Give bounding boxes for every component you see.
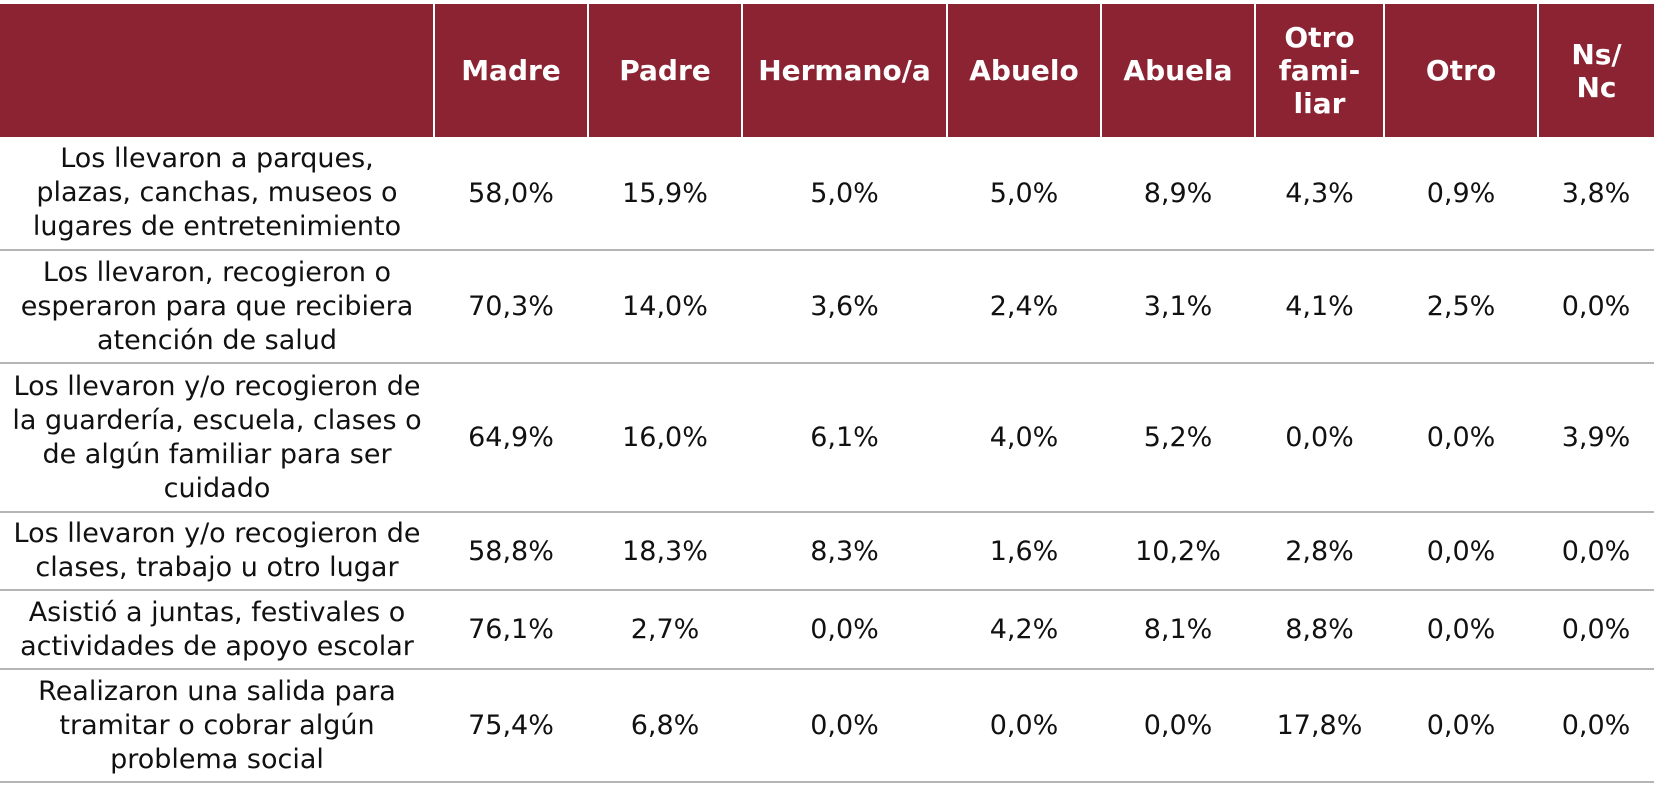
cell-hermano: 3,6% [742,250,947,364]
cell-otro: 0,0% [1384,590,1538,670]
header-cell-label [0,4,434,137]
row-label: Realizaron una salida para tramitar o co… [0,669,434,783]
cell-abuela: 3,1% [1101,250,1255,364]
cell-abuelo: 4,0% [947,363,1101,513]
header-row: Madre Padre Hermano/a Abuelo Abuela Otro… [0,4,1654,137]
row-label: Los llevaron, recogieron o esperaron par… [0,250,434,364]
header-cell-otro: Otro [1383,4,1538,137]
cell-padre: 6,8% [588,669,742,783]
cell-otro: 0,0% [1384,512,1538,591]
cell-abuela: 0,0% [1101,669,1255,783]
header-cell-madre: Madre [433,4,588,137]
cell-madre: 76,1% [434,590,588,670]
cell-hermano: 0,0% [742,669,947,783]
cell-otro: 2,5% [1384,250,1538,364]
cell-otro-familiar: 8,8% [1255,590,1384,670]
table-row: Asistió a juntas, festivales o actividad… [0,590,1654,670]
cell-ns-nc: 3,9% [1538,363,1654,513]
table-row: Los llevaron a parques, plazas, canchas,… [0,137,1654,251]
row-label: Los llevaron a parques, plazas, canchas,… [0,137,434,251]
cell-padre: 14,0% [588,250,742,364]
cell-otro-familiar: 0,0% [1255,363,1384,513]
cell-madre: 64,9% [434,363,588,513]
table-header: Madre Padre Hermano/a Abuelo Abuela Otro… [0,4,1654,137]
header-cell-abuelo: Abuelo [946,4,1101,137]
cell-padre: 16,0% [588,363,742,513]
cell-abuela: 5,2% [1101,363,1255,513]
cell-ns-nc: 0,0% [1538,590,1654,670]
cell-abuelo: 4,2% [947,590,1101,670]
header-cell-ns-nc: Ns/ Nc [1537,4,1654,137]
table-row: Los llevaron y/o recogieron de clases, t… [0,512,1654,591]
cell-ns-nc: 0,0% [1538,250,1654,364]
table-row: Los llevaron y/o recogieron de la guarde… [0,363,1654,513]
cell-abuela: 8,9% [1101,137,1255,251]
cell-otro-familiar: 17,8% [1255,669,1384,783]
cell-madre: 58,8% [434,512,588,591]
row-label: Los llevaron y/o recogieron de clases, t… [0,512,434,591]
row-label: Los llevaron y/o recogieron de la guarde… [0,363,434,513]
cell-ns-nc: 3,8% [1538,137,1654,251]
table-row: Realizaron una salida para tramitar o co… [0,669,1654,783]
cell-madre: 70,3% [434,250,588,364]
cell-hermano: 6,1% [742,363,947,513]
header-cell-padre: Padre [587,4,742,137]
cell-abuela: 8,1% [1101,590,1255,670]
cell-otro-familiar: 4,3% [1255,137,1384,251]
header-cell-hermano: Hermano/a [741,4,947,137]
table-body: Los llevaron a parques, plazas, canchas,… [0,137,1654,783]
cell-madre: 58,0% [434,137,588,251]
cell-padre: 15,9% [588,137,742,251]
cell-madre: 75,4% [434,669,588,783]
cell-hermano: 8,3% [742,512,947,591]
cell-ns-nc: 0,0% [1538,669,1654,783]
cell-abuelo: 5,0% [947,137,1101,251]
cell-ns-nc: 0,0% [1538,512,1654,591]
cell-otro: 0,0% [1384,363,1538,513]
table-row: Los llevaron, recogieron o esperaron par… [0,250,1654,364]
cell-padre: 2,7% [588,590,742,670]
cell-hermano: 5,0% [742,137,947,251]
cell-otro: 0,9% [1384,137,1538,251]
header-cell-otro-familiar: Otro fami- liar [1254,4,1384,137]
cell-abuelo: 0,0% [947,669,1101,783]
cell-abuela: 10,2% [1101,512,1255,591]
cell-abuelo: 1,6% [947,512,1101,591]
cell-hermano: 0,0% [742,590,947,670]
header-cell-abuela: Abuela [1100,4,1255,137]
cell-otro-familiar: 4,1% [1255,250,1384,364]
cell-otro-familiar: 2,8% [1255,512,1384,591]
row-label: Asistió a juntas, festivales o actividad… [0,590,434,670]
data-table: Madre Padre Hermano/a Abuelo Abuela Otro… [0,4,1654,783]
cell-abuelo: 2,4% [947,250,1101,364]
cell-padre: 18,3% [588,512,742,591]
cell-otro: 0,0% [1384,669,1538,783]
